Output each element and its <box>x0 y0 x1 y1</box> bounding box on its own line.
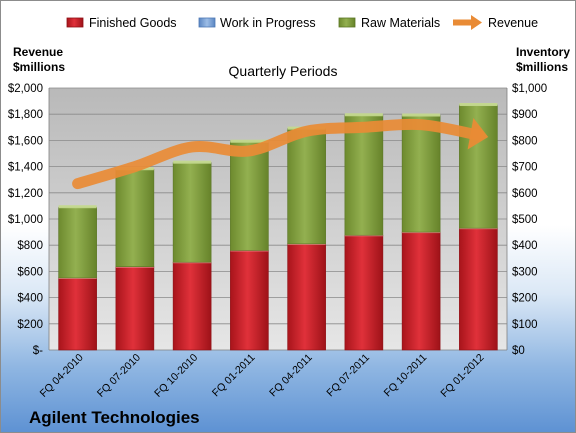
bar-raw-materials <box>459 104 498 229</box>
left-tick-label: $- <box>33 345 43 357</box>
left-axis-title-line2: $millions <box>13 60 65 74</box>
left-tick-label: $800 <box>17 240 43 252</box>
left-axis-title-line1: Revenue <box>13 45 63 59</box>
legend-label-work-in-progress: Work in Progress <box>220 16 316 30</box>
bar-raw-materials <box>172 162 212 263</box>
legend-label-finished-goods: Finished Goods <box>89 16 177 30</box>
right-tick-label: $200 <box>512 293 538 305</box>
x-tick-label: FQ 01-2011 <box>210 352 258 400</box>
right-tick-label: $500 <box>512 214 538 226</box>
bar-finished-goods <box>459 227 498 351</box>
x-tick-labels: FQ 04-2010 FQ 07-2010 FQ 10-2010 FQ 01-2011… <box>38 352 487 400</box>
left-tick-label: $1,400 <box>8 162 43 174</box>
legend-label-revenue: Revenue <box>488 16 538 30</box>
legend: Finished Goods Work in Progress Raw Mate… <box>66 15 538 30</box>
x-tick-label: FQ 10-2010 <box>152 352 200 400</box>
right-tick-labels: $0 $100 $200 $300 $400 $500 $600 $700 $800 $900 $1… <box>512 83 547 357</box>
right-tick-label: $1,000 <box>512 83 547 95</box>
legend-item-raw-materials: Raw Materials <box>338 16 440 30</box>
right-tick-label: $700 <box>512 162 538 174</box>
bar-finished-goods <box>230 250 269 351</box>
right-tick-label: $0 <box>512 345 525 357</box>
bar-finished-goods <box>287 243 326 351</box>
right-tick-label: $800 <box>512 135 538 147</box>
revenue-line <box>72 117 489 190</box>
right-tick-label: $300 <box>512 266 538 278</box>
right-tick-label: $900 <box>512 109 538 121</box>
left-tick-label: $1,000 <box>8 214 43 226</box>
bar-finished-goods <box>344 234 384 351</box>
legend-swatch-finished-goods <box>66 17 84 28</box>
x-tick-label: FQ 01-2012 <box>438 352 486 400</box>
x-tick-label: FQ 07-2011 <box>324 352 372 400</box>
legend-swatch-raw-materials <box>338 17 356 28</box>
bar-raw-materials-cap <box>402 113 441 117</box>
left-tick-label: $200 <box>17 319 43 331</box>
bar-raw-materials <box>58 206 97 279</box>
bar-raw-materials <box>230 141 269 251</box>
bar-finished-goods <box>58 277 97 351</box>
company-name: Agilent Technologies <box>29 408 200 427</box>
left-tick-label: $1,200 <box>8 188 43 200</box>
right-axis-title-line2: $millions <box>516 60 568 74</box>
bar-raw-materials <box>115 168 155 267</box>
legend-arrowhead-revenue <box>471 15 482 30</box>
left-tick-label: $2,000 <box>8 83 43 95</box>
bar-finished-goods <box>401 231 441 351</box>
bar-raw-materials-cap <box>459 103 498 107</box>
x-tick-label: FQ 10-2011 <box>382 352 430 400</box>
x-tick-label: FQ 04-2011 <box>267 352 315 400</box>
legend-label-raw-materials: Raw Materials <box>361 16 440 30</box>
bar-finished-goods <box>172 261 212 351</box>
left-tick-label: $1,600 <box>8 135 43 147</box>
bar-raw-materials-cap <box>230 139 269 143</box>
bar-raw-materials-cap <box>173 160 212 164</box>
x-tick-label: FQ 07-2010 <box>95 352 143 400</box>
chart-title: Quarterly Periods <box>229 63 338 79</box>
legend-item-work-in-progress: Work in Progress <box>198 16 316 30</box>
bar-raw-materials <box>287 128 326 245</box>
bar-raw-materials-cap <box>344 113 383 117</box>
bars <box>58 103 498 351</box>
right-tick-label: $600 <box>512 188 538 200</box>
legend-swatch-work-in-progress <box>198 17 216 28</box>
left-tick-label: $600 <box>17 266 43 278</box>
legend-item-finished-goods: Finished Goods <box>66 16 177 30</box>
right-axis-title-line1: Inventory <box>516 45 570 59</box>
bar-raw-materials <box>401 115 441 233</box>
bar-finished-goods <box>115 266 155 351</box>
bar-raw-materials <box>344 114 384 236</box>
revenue-arrowhead <box>467 117 489 150</box>
right-tick-label: $100 <box>512 319 538 331</box>
left-tick-labels: $- $200 $400 $600 $800 $1,000 $1,200 $1,400 $1,6… <box>8 83 43 357</box>
revenue-series-line <box>72 118 484 190</box>
left-tick-label: $400 <box>17 293 43 305</box>
bar-raw-materials-cap <box>58 205 97 209</box>
legend-item-revenue: Revenue <box>453 15 538 30</box>
x-tick-label: FQ 04-2010 <box>38 352 86 400</box>
right-tick-label: $400 <box>512 240 538 252</box>
left-tick-label: $1,800 <box>8 109 43 121</box>
